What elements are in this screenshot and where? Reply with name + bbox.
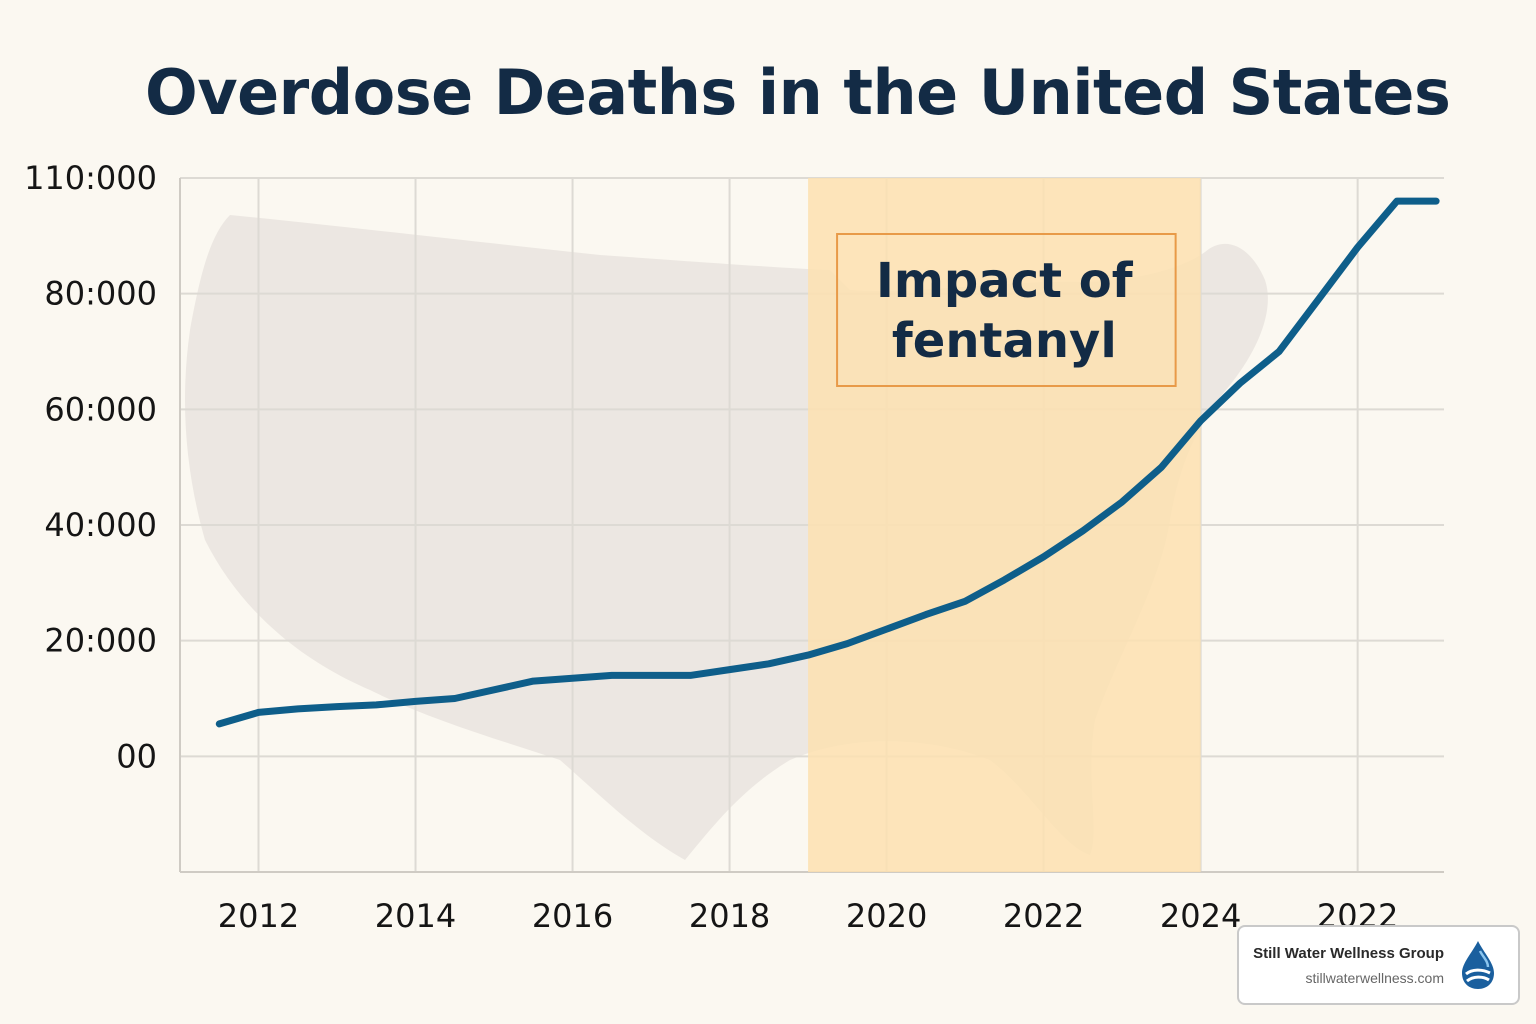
water-drop-icon (1462, 941, 1494, 989)
x-tick-label: 2014 (375, 897, 456, 935)
y-axis: 00 20:000 40:000 60:000 80:000 110:000 (24, 159, 181, 872)
series-layer (215, 197, 1440, 728)
annotation-label: Impact of (876, 253, 1134, 309)
annotation-box (836, 233, 1177, 387)
highlight-band (808, 178, 1201, 872)
x-tick-label: 2018 (689, 897, 770, 935)
x-tick-label: 2012 (218, 897, 299, 935)
brand-url[interactable]: stillwaterwellness.com (1305, 970, 1444, 986)
x-tick-label: 2022 (1003, 897, 1084, 935)
x-tick-label: 2016 (532, 897, 613, 935)
y-tick-label: 40:000 (44, 506, 157, 544)
y-tick-label: 80:000 (44, 275, 157, 313)
brand-name: Still Water Wellness Group (1253, 945, 1444, 962)
x-tick-label: 2024 (1160, 897, 1241, 935)
annotation-label: fentanyl (892, 313, 1117, 369)
chart-title: Overdose Deaths in the United States (145, 56, 1451, 129)
y-tick-label: 110:000 (24, 159, 157, 197)
x-tick-label: 2020 (846, 897, 927, 935)
y-tick-label: 20:000 (44, 622, 157, 660)
y-tick-label: 60:000 (44, 390, 157, 428)
y-tick-label: 00 (116, 737, 157, 775)
series-line (215, 197, 1440, 728)
x-axis: 2012 2014 2016 2018 2020 2022 2024 2022 (180, 871, 1444, 935)
brand-badge[interactable]: Still Water Wellness Group stillwaterwel… (1237, 925, 1520, 1005)
